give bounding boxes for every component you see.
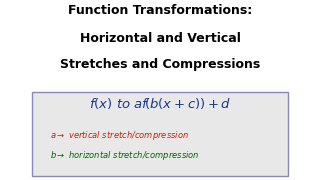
Text: Stretches and Compressions: Stretches and Compressions xyxy=(60,58,260,71)
Text: $a \rightarrow$ vertical stretch/compression: $a \rightarrow$ vertical stretch/compres… xyxy=(50,129,188,142)
Text: Horizontal and Vertical: Horizontal and Vertical xyxy=(80,31,240,44)
Text: Function Transformations:: Function Transformations: xyxy=(68,4,252,17)
Text: $b \rightarrow$ horizontal stretch/compression: $b \rightarrow$ horizontal stretch/compr… xyxy=(50,148,199,161)
FancyBboxPatch shape xyxy=(32,92,288,176)
Text: $f(x)$ to $af\!\left(b(x+c)\right)+d$: $f(x)$ to $af\!\left(b(x+c)\right)+d$ xyxy=(89,96,231,111)
